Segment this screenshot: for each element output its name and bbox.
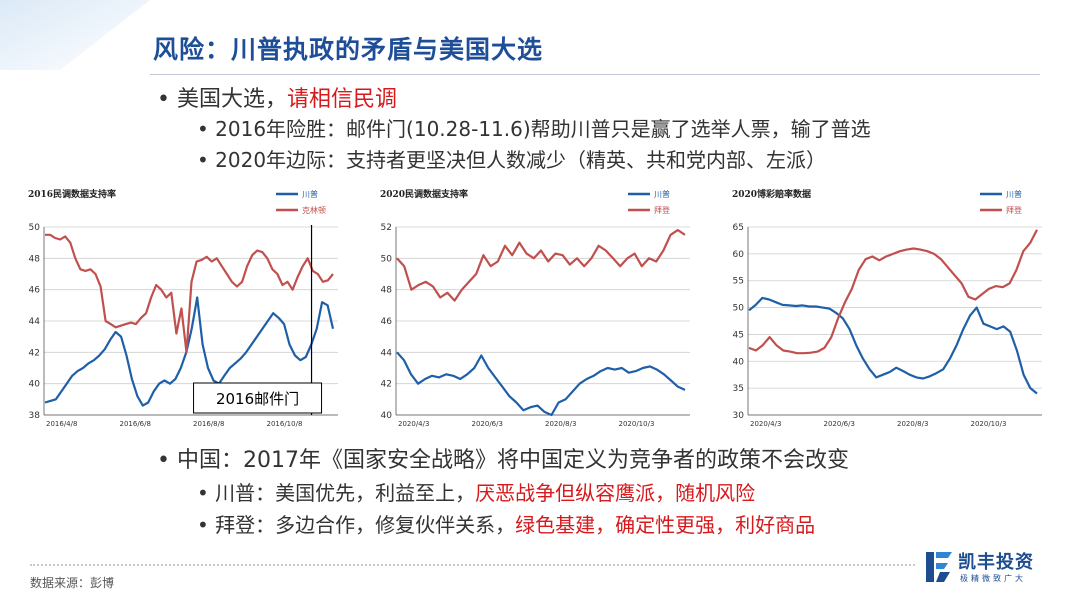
bullet-china: • 中国：2017年《国家安全战略》将中国定义为竞争者的政策不会改变: [157, 448, 849, 473]
logo-name: 凯丰投资: [958, 552, 1034, 573]
x-tick-label: 2016/8/8: [193, 420, 224, 428]
chart-2020-polls: 2020民调数据支持率 川普拜登 40 42 44 46 48 50 52 2020/4/3 202…: [370, 183, 715, 433]
company-logo: 凯丰投资 极精微致广大: [922, 548, 1062, 588]
bullet-election-highlight: 请相信民调: [287, 87, 398, 112]
y-tick-label: 65: [733, 223, 744, 233]
y-tick-label: 40: [29, 380, 41, 390]
chart-title: 2020民调数据支持率: [380, 188, 468, 200]
bullet-biden-highlight: 绿色基建，确定性更强，利好商品: [515, 513, 816, 537]
title-divider: [150, 74, 1040, 75]
chart-2020-betting: 2020博彩赔率数据 川普拜登 30 35 40 45 50 55 60 65 2020/4/3 20…: [722, 183, 1067, 433]
bullet-biden: • 拜登：多边合作，修复伙伴关系，绿色基建，确定性更强，利好商品: [197, 513, 816, 537]
series-line: [44, 296, 335, 407]
bullet-2016: • 2016年险胜：邮件门(10.28-11.6)帮助川普只是赢了选举人票，输了…: [197, 117, 871, 141]
y-tick-label: 42: [381, 380, 392, 390]
bullet-biden-text: 拜登：多边合作，修复伙伴关系，: [215, 513, 516, 537]
y-tick-label: 42: [29, 348, 40, 358]
chart-title: 2016民调数据支持率: [28, 188, 116, 200]
x-tick-label: 2020/6/3: [472, 420, 503, 428]
y-tick-label: 30: [733, 411, 745, 421]
y-tick-label: 44: [381, 348, 393, 358]
y-tick-label: 48: [381, 286, 393, 296]
x-tick-label: 2016/10/8: [267, 420, 303, 428]
bullet-election: • 美国大选，请相信民调: [157, 87, 398, 112]
x-tick-label: 2020/10/3: [971, 420, 1007, 428]
logo-mark-icon: [926, 552, 952, 582]
y-tick-label: 52: [381, 223, 392, 233]
bullet-china-text: 中国：2017年《国家安全战略》将中国定义为竞争者的政策不会改变: [176, 448, 849, 473]
bullet-2016-text: 2016年险胜：邮件门(10.28-11.6)帮助川普只是赢了选举人票，输了普选: [215, 117, 871, 141]
y-tick-label: 50: [381, 254, 393, 264]
series-line: [748, 296, 1038, 395]
x-tick-label: 2020/8/3: [545, 420, 576, 428]
legend-label: 川普: [654, 189, 670, 199]
y-tick-label: 50: [29, 223, 41, 233]
legend-label: 川普: [302, 189, 318, 199]
y-tick-label: 45: [733, 330, 744, 340]
x-tick-label: 2020/10/3: [619, 420, 655, 428]
x-tick-label: 2020/4/3: [750, 420, 781, 428]
x-tick-label: 2020/8/3: [897, 420, 928, 428]
y-tick-label: 40: [733, 357, 745, 367]
chart-title: 2020博彩赔率数据: [732, 188, 811, 200]
footer-divider: [30, 564, 915, 566]
series-line: [45, 233, 334, 354]
series-line: [748, 229, 1038, 355]
y-tick-label: 46: [381, 317, 393, 327]
y-tick-label: 55: [733, 277, 744, 287]
annotation-label: 2016邮件门: [216, 390, 299, 408]
bullet-2020: • 2020年边际：支持者更坚决但人数减少（精英、共和党内部、左派）: [197, 148, 827, 172]
logo-slogan: 极精微致广大: [960, 574, 1026, 583]
y-tick-label: 38: [29, 411, 41, 421]
annotation-box: [193, 382, 323, 414]
y-tick-label: 40: [381, 411, 393, 421]
series-line: [396, 351, 686, 417]
x-tick-label: 2016/4/8: [46, 420, 77, 428]
data-source: 数据来源：彭博: [30, 576, 115, 590]
y-tick-label: 46: [29, 286, 41, 296]
legend-label: 拜登: [1006, 205, 1022, 215]
legend-label: 川普: [1006, 189, 1022, 199]
chart-2016-polls: 2016民调数据支持率 川普克林顿 38 40 42 44 46 48 50 2016/4/8 20…: [18, 183, 363, 433]
y-tick-label: 50: [733, 304, 745, 314]
x-tick-label: 2020/6/3: [824, 420, 855, 428]
series-line: [396, 228, 686, 302]
legend-label: 拜登: [654, 205, 670, 215]
y-tick-label: 44: [29, 317, 41, 327]
bullet-election-text: 美国大选，: [176, 87, 287, 112]
bullet-trump: • 川普：美国优先，利益至上，厌恶战争但纵容鹰派，随机风险: [197, 481, 756, 505]
bullet-trump-highlight: 厌恶战争但纵容鹰派，随机风险: [475, 481, 756, 505]
y-tick-label: 60: [733, 250, 745, 260]
bullet-2020-text: 2020年边际：支持者更坚决但人数减少（精英、共和党内部、左派）: [215, 148, 827, 172]
corner-decoration: [0, 0, 150, 70]
y-tick-label: 48: [29, 254, 41, 264]
legend-label: 克林顿: [302, 205, 326, 215]
x-tick-label: 2016/6/8: [120, 420, 151, 428]
y-tick-label: 35: [733, 384, 744, 394]
bullet-trump-text: 川普：美国优先，利益至上，: [215, 481, 476, 505]
x-tick-label: 2020/4/3: [398, 420, 429, 428]
slide-title: 风险：川普执政的矛盾与美国大选: [153, 35, 544, 64]
